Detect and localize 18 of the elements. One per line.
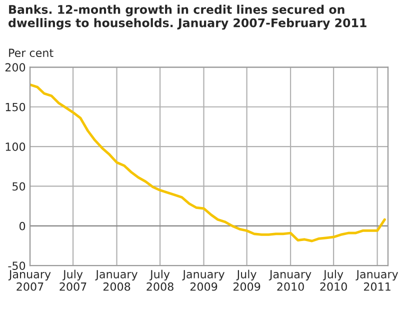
y-axis-title: Per cent [9, 48, 54, 58]
x-tick-label: July 2007 [60, 270, 86, 291]
line-series [30, 83, 386, 242]
x-tick-label: January 2009 [182, 270, 224, 291]
y-tick-label: 50 [12, 182, 26, 191]
y-tick-label: 100 [6, 142, 26, 151]
y-tick-label: 150 [6, 102, 26, 112]
x-tick-label: January 2011 [356, 270, 398, 291]
y-tick-label: 200 [5, 63, 26, 72]
chart-title: Banks. 12-month growth in credit lines secured on dwellings to households. January 2007-February 2011 [8, 4, 366, 30]
y-tick-label: 0 [19, 222, 26, 230]
x-tick-label: January 2007 [8, 270, 51, 291]
x-tick-label: July 2009 [233, 270, 260, 291]
x-tick-label: January 2008 [95, 270, 138, 291]
x-tick-label: July 2008 [146, 270, 174, 291]
x-tick-label: July 2010 [320, 270, 347, 291]
y-tick-label: -50 [8, 262, 26, 270]
x-tick-label: January 2010 [268, 270, 312, 291]
